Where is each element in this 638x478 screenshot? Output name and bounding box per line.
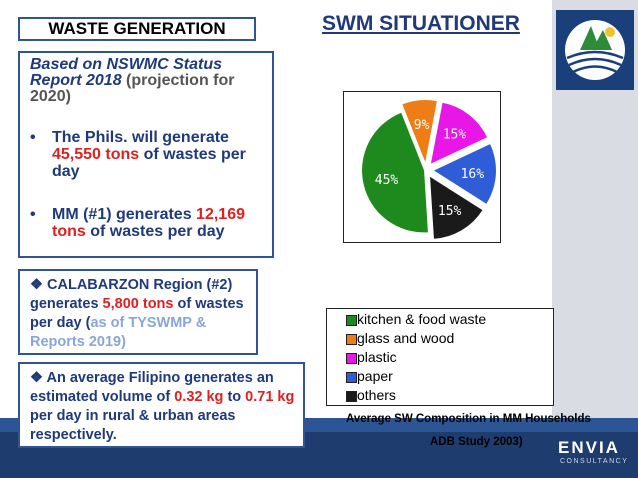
legend-item: plastic	[346, 349, 397, 365]
bullet-dot-icon: •	[30, 129, 36, 146]
filipino-panel: ❖ An average Filipino generates an estim…	[18, 362, 305, 448]
pie-chart: 45% 9% 15% 16% 15%	[343, 91, 501, 243]
bullet-dot-icon: •	[30, 206, 36, 223]
org-logo	[556, 10, 634, 90]
legend-item: kitchen & food waste	[346, 311, 486, 327]
calabarzon-text: ❖ CALABARZON Region (#2) generates 5,800…	[30, 277, 244, 350]
intro-text: Based on NSWMC Status Report 2018 (proje…	[30, 56, 235, 105]
brand-subtitle: CONSULTANCY	[560, 458, 629, 465]
legend-swatch	[346, 391, 357, 402]
slice-label: 16%	[461, 167, 485, 182]
chart-source: ADB Study 2003)	[430, 436, 523, 448]
brand-name: ENVIA	[558, 438, 620, 457]
filipino-text: ❖ An average Filipino generates an estim…	[30, 370, 295, 443]
diamond-bullet-icon: ❖	[30, 277, 43, 293]
pie-slice	[362, 112, 428, 233]
legend-swatch	[346, 315, 357, 326]
calabarzon-panel: ❖ CALABARZON Region (#2) generates 5,800…	[18, 269, 258, 355]
legend-item: others	[346, 387, 396, 403]
diamond-bullet-icon: ❖	[30, 370, 43, 386]
slice-label: 9%	[414, 118, 430, 133]
legend-swatch	[346, 353, 357, 364]
bullet-mm: • MM (#1) generates 12,169 tons of waste…	[30, 206, 245, 240]
pie-slice	[430, 176, 483, 239]
chart-legend: kitchen & food waste glass and wood plas…	[326, 308, 554, 406]
slice-label: 45%	[375, 173, 399, 188]
legend-item: paper	[346, 368, 393, 384]
pie-svg: 45% 9% 15% 16% 15%	[362, 100, 496, 239]
legend-swatch	[346, 372, 357, 383]
legend-swatch	[346, 334, 357, 345]
legend-item: glass and wood	[346, 330, 454, 346]
pie-slice	[430, 102, 488, 164]
page-title: SWM SITUATIONER	[322, 12, 520, 35]
pie-slice	[402, 100, 437, 163]
section-header: WASTE GENERATION	[18, 17, 256, 41]
chart-caption: Average SW Composition in MM Households	[346, 413, 591, 425]
bullet-phils: • The Phils. will generate 45,550 tons o…	[30, 129, 246, 180]
slice-label: 15%	[443, 127, 467, 142]
slice-label: 15%	[438, 204, 462, 219]
pie-slice	[433, 144, 496, 204]
generation-panel: Based on NSWMC Status Report 2018 (proje…	[18, 51, 274, 258]
logo-icon	[565, 20, 625, 80]
